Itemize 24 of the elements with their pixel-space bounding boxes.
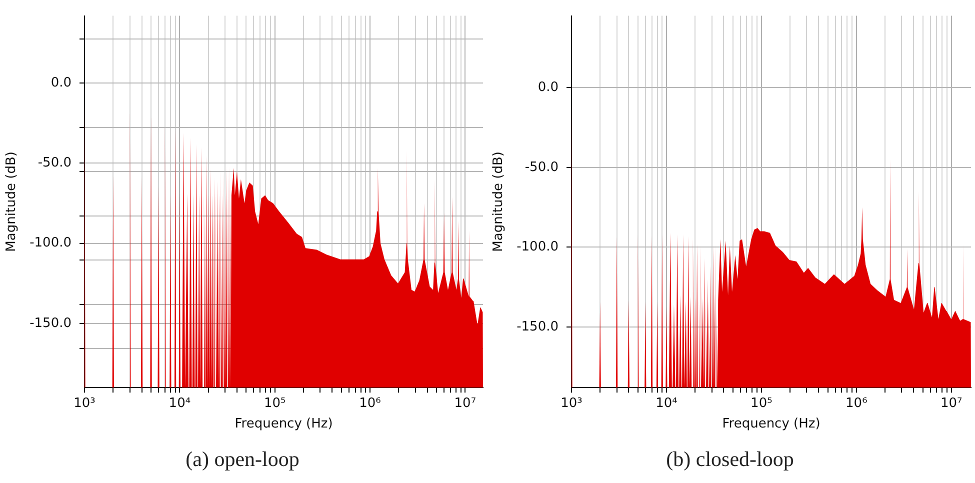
x-tick-label: 10⁷ — [454, 396, 476, 411]
x-tick-label: 10⁵ — [750, 396, 772, 411]
text: (a) open-loop — [186, 446, 300, 471]
x-tick-label: 10⁶ — [359, 396, 381, 411]
y-tick-label: -150.0 — [516, 319, 559, 334]
x-tick-label: 10⁴ — [656, 396, 678, 411]
x-tick-label: 10³ — [74, 396, 96, 411]
y-axis-title: Magnitude (dB) — [491, 152, 506, 252]
x-tick-label: 10⁵ — [264, 396, 286, 411]
y-tick-label: -150.0 — [30, 316, 72, 331]
x-tick-label: 10⁶ — [846, 396, 868, 411]
y-tick-label: -100.0 — [30, 236, 72, 251]
x-tick-label: 10⁷ — [940, 396, 962, 411]
y-tick-label: 0.0 — [538, 80, 559, 95]
x-axis-title: Frequency (Hz) — [722, 416, 820, 432]
y-tick-label: -50.0 — [38, 156, 72, 171]
x-axis-title: Frequency (Hz) — [234, 416, 333, 432]
y-tick-label: -50.0 — [524, 160, 559, 175]
x-tick-label: 10⁴ — [168, 396, 191, 411]
y-axis-title: Magnitude (dB) — [4, 152, 20, 252]
y-tick-label: 0.0 — [50, 75, 72, 90]
text: (b) closed-loop — [666, 446, 794, 471]
x-tick-label: 10³ — [560, 396, 582, 411]
y-tick-label: -100.0 — [516, 240, 559, 255]
